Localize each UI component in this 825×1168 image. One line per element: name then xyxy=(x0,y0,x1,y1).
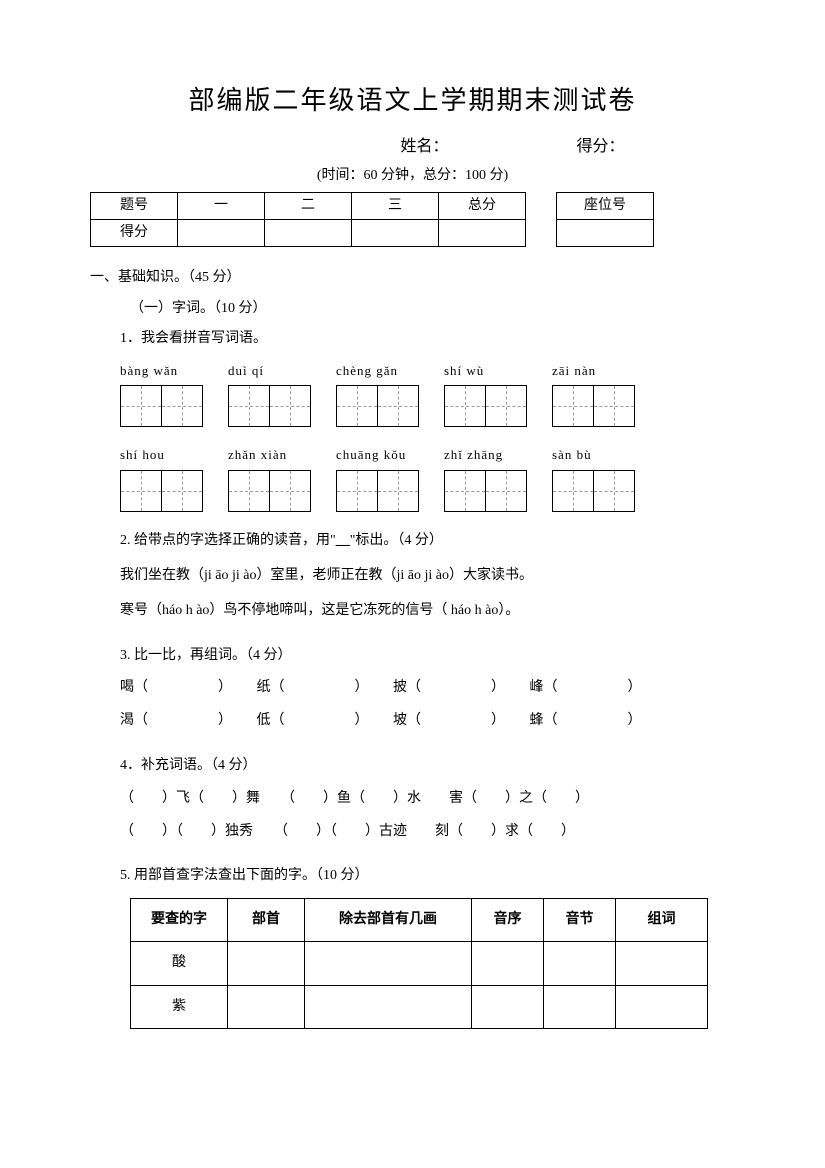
char-cell xyxy=(120,385,162,427)
question-2: 2. 给带点的字选择正确的读音，用"__"标出。（4 分） xyxy=(90,526,735,557)
lookup-h0: 要查的字 xyxy=(131,899,228,942)
q3-row2: 渴（） 低（） 坡（） 蜂（） xyxy=(90,706,735,737)
char-cell xyxy=(161,470,203,512)
q3-row1: 喝（） 纸（） 披（） 峰（） xyxy=(90,673,735,704)
lookup-cell xyxy=(472,985,544,1028)
char-cell xyxy=(336,385,378,427)
lookup-table: 要查的字 部首 除去部首有几画 音序 音节 组词 酸 紫 xyxy=(130,898,708,1029)
page-title: 部编版二年级语文上学期期末测试卷 xyxy=(90,80,735,122)
q2-label: 2. 给带点的字选择正确的读音，用" xyxy=(120,533,336,548)
score-header-2: 二 xyxy=(265,192,352,219)
pinyin-label: shí wù xyxy=(444,361,484,382)
section-1-heading: 一、基础知识。（45 分） xyxy=(90,267,735,289)
time-info: (时间：60 分钟，总分：100 分) xyxy=(90,165,735,187)
question-5: 5. 用部首查字法查出下面的字。（10 分） xyxy=(90,861,735,892)
score-header-4: 总分 xyxy=(439,192,526,219)
char-cell xyxy=(485,470,527,512)
score-header-3: 三 xyxy=(352,192,439,219)
pinyin-label: shí hou xyxy=(120,445,165,466)
score-table: 题号 一 二 三 总分 得分 xyxy=(90,192,526,248)
lookup-h1: 部首 xyxy=(228,899,305,942)
score-row: 题号 一 二 三 总分 得分 座位号 xyxy=(90,192,735,248)
lookup-h2: 除去部首有几画 xyxy=(305,899,472,942)
q4-line2: （ ）（ ）独秀 （ ）（ ）古迹 刻（ ）求（ ） xyxy=(90,817,735,848)
seat-label: 座位号 xyxy=(557,192,654,219)
lookup-cell xyxy=(472,942,544,985)
pinyin-row-1: bàng wǎn duì qí chèng gǎn shí wù zāi nàn xyxy=(90,361,735,428)
char-cell xyxy=(377,470,419,512)
score-cell xyxy=(178,219,265,246)
seat-table: 座位号 xyxy=(556,192,654,248)
pinyin-label: bàng wǎn xyxy=(120,361,178,382)
lookup-h3: 音序 xyxy=(472,899,544,942)
q2-line1: 我们坐在教（ji āo ji ào）室里，老师正在教（ji āo ji ào）大… xyxy=(90,561,735,592)
q2-line2: 寒号（háo h ào）鸟不停地啼叫，这是它冻死的信号（ háo h ào）。 xyxy=(90,596,735,627)
score-cell xyxy=(352,219,439,246)
char-cell xyxy=(269,385,311,427)
q2-label2: "标出。（4 分） xyxy=(350,533,443,548)
char-cell xyxy=(444,385,486,427)
section-1-sub1: （一）字词。（10 分） xyxy=(90,298,735,320)
pinyin-row-2: shí hou zhǎn xiàn chuāng kǒu zhǐ zhāng s… xyxy=(90,445,735,512)
char-cell xyxy=(444,470,486,512)
pinyin-label: zhǎn xiàn xyxy=(228,445,287,466)
lookup-cell xyxy=(305,985,472,1028)
lookup-char-1: 紫 xyxy=(131,985,228,1028)
lookup-cell xyxy=(544,985,616,1028)
score-cell xyxy=(439,219,526,246)
char-cell xyxy=(485,385,527,427)
score-header-1: 一 xyxy=(178,192,265,219)
lookup-char-0: 酸 xyxy=(131,942,228,985)
question-1: 1．我会看拼音写词语。 xyxy=(90,328,735,350)
score-header-0: 题号 xyxy=(91,192,178,219)
name-label: 姓名： xyxy=(400,138,448,155)
name-score-line: 姓名： 得分： xyxy=(90,134,735,160)
score-label: 得分： xyxy=(577,138,625,155)
question-4: 4．补充词语。（4 分） xyxy=(90,751,735,782)
char-cell xyxy=(228,470,270,512)
q2-underline-mark: __ xyxy=(336,533,350,548)
pinyin-label: chuāng kǒu xyxy=(336,445,406,466)
pinyin-label: zhǐ zhāng xyxy=(444,445,503,466)
lookup-cell xyxy=(228,985,305,1028)
char-cell xyxy=(552,385,594,427)
char-cell xyxy=(269,470,311,512)
pinyin-label: chèng gǎn xyxy=(336,361,398,382)
lookup-cell xyxy=(544,942,616,985)
seat-cell xyxy=(557,219,654,246)
pinyin-label: duì qí xyxy=(228,361,264,382)
char-cell xyxy=(593,470,635,512)
char-cell xyxy=(228,385,270,427)
char-cell xyxy=(377,385,419,427)
pinyin-label: zāi nàn xyxy=(552,361,596,382)
score-row-label: 得分 xyxy=(91,219,178,246)
q4-line1: （ ）飞（ ）舞 （ ）鱼（ ）水 害（ ）之（ ） xyxy=(90,784,735,815)
char-cell xyxy=(161,385,203,427)
lookup-h5: 组词 xyxy=(616,899,708,942)
char-cell xyxy=(336,470,378,512)
lookup-cell xyxy=(616,985,708,1028)
lookup-cell xyxy=(305,942,472,985)
char-cell xyxy=(593,385,635,427)
question-3: 3. 比一比，再组词。（4 分） xyxy=(90,641,735,672)
lookup-cell xyxy=(616,942,708,985)
char-cell xyxy=(120,470,162,512)
exam-page: 部编版二年级语文上学期期末测试卷 姓名： 得分： (时间：60 分钟，总分：10… xyxy=(0,0,825,1168)
pinyin-label: sàn bù xyxy=(552,445,592,466)
lookup-h4: 音节 xyxy=(544,899,616,942)
score-cell xyxy=(265,219,352,246)
char-cell xyxy=(552,470,594,512)
lookup-cell xyxy=(228,942,305,985)
